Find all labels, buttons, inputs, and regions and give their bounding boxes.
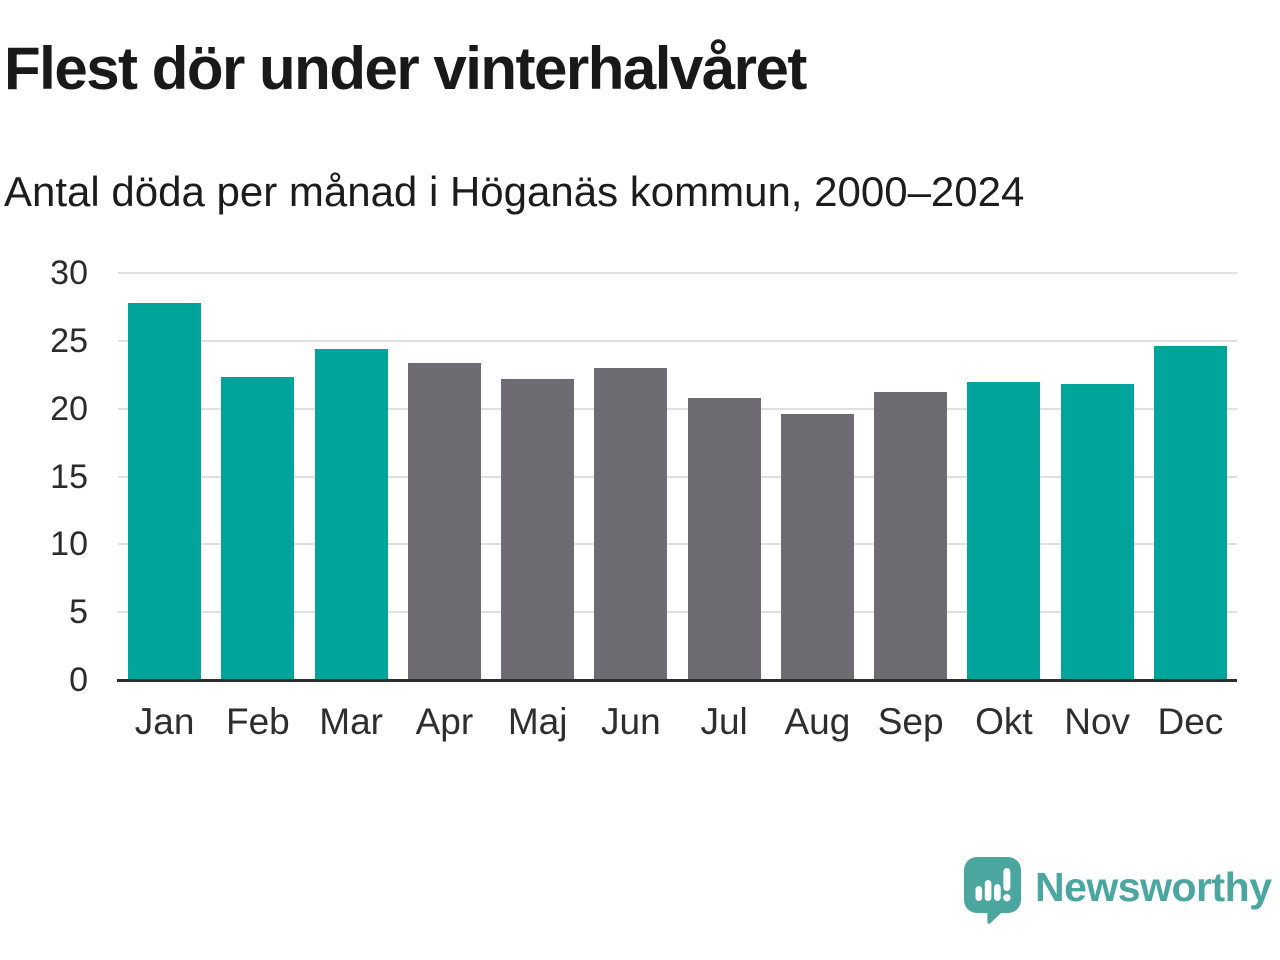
y-tick-label-10: 10 [50, 525, 88, 564]
x-tick-label-nov: Nov [1064, 701, 1131, 742]
newsworthy-logo-text: Newsworthy [1035, 863, 1272, 910]
x-tick-label-jan: Jan [134, 701, 195, 742]
y-tick-label-25: 25 [50, 321, 88, 360]
x-tick-label-feb: Feb [225, 701, 290, 742]
gridline-y-20 [118, 407, 1237, 410]
bar-nov [1060, 384, 1134, 680]
y-tick-label-15: 15 [50, 457, 88, 496]
y-axis-tick-labels: 0 5 10 15 20 25 30 [0, 256, 88, 697]
gridline-y-10 [118, 543, 1237, 546]
bar-mar [314, 348, 388, 680]
chart-title: Flest dör under vinterhalvåret [4, 35, 807, 102]
x-tick-label-aug: Aug [784, 701, 851, 742]
x-tick-label-mar: Mar [319, 701, 383, 742]
bar-maj [501, 378, 575, 680]
y-tick-label-0: 0 [69, 661, 88, 699]
x-tick-label-dec: Dec [1157, 701, 1224, 742]
x-tick-label-sep: Sep [877, 701, 944, 742]
bar-okt [967, 381, 1041, 680]
bar-jun [594, 367, 668, 680]
y-tick-label-5: 5 [69, 593, 88, 632]
x-tick-label-maj: Maj [507, 701, 568, 742]
x-axis-line [117, 679, 1237, 682]
bar-sep [874, 392, 948, 680]
gridline-y-5 [118, 611, 1237, 614]
bar-chart-plot-area [117, 272, 1237, 682]
x-axis-tick-labels: Jan Feb Mar Apr Maj Jun Jul Aug Sep Okt Nov Dec [118, 700, 1237, 750]
bar-aug [780, 414, 854, 680]
bar-apr [407, 362, 481, 680]
bar-jul [687, 397, 761, 680]
gridline-y-15 [118, 475, 1237, 478]
y-tick-label-20: 20 [50, 389, 88, 428]
gridline-y-30 [118, 272, 1237, 274]
x-tick-label-apr: Apr [415, 701, 474, 742]
gridline-y-25 [118, 339, 1237, 342]
newsworthy-bubble-chart-icon [964, 857, 1021, 924]
chart-subtitle: Antal döda per månad i Höganäs kommun, 2… [4, 168, 1025, 215]
bar-dec [1153, 346, 1227, 680]
bar-jan [128, 302, 202, 680]
x-tick-label-okt: Okt [975, 701, 1033, 742]
x-tick-label-jul: Jul [700, 701, 748, 742]
y-tick-label-30: 30 [50, 254, 88, 292]
bar-feb [221, 377, 295, 680]
x-tick-label-jun: Jun [601, 701, 661, 742]
newsworthy-logo: Newsworthy [962, 856, 1272, 924]
